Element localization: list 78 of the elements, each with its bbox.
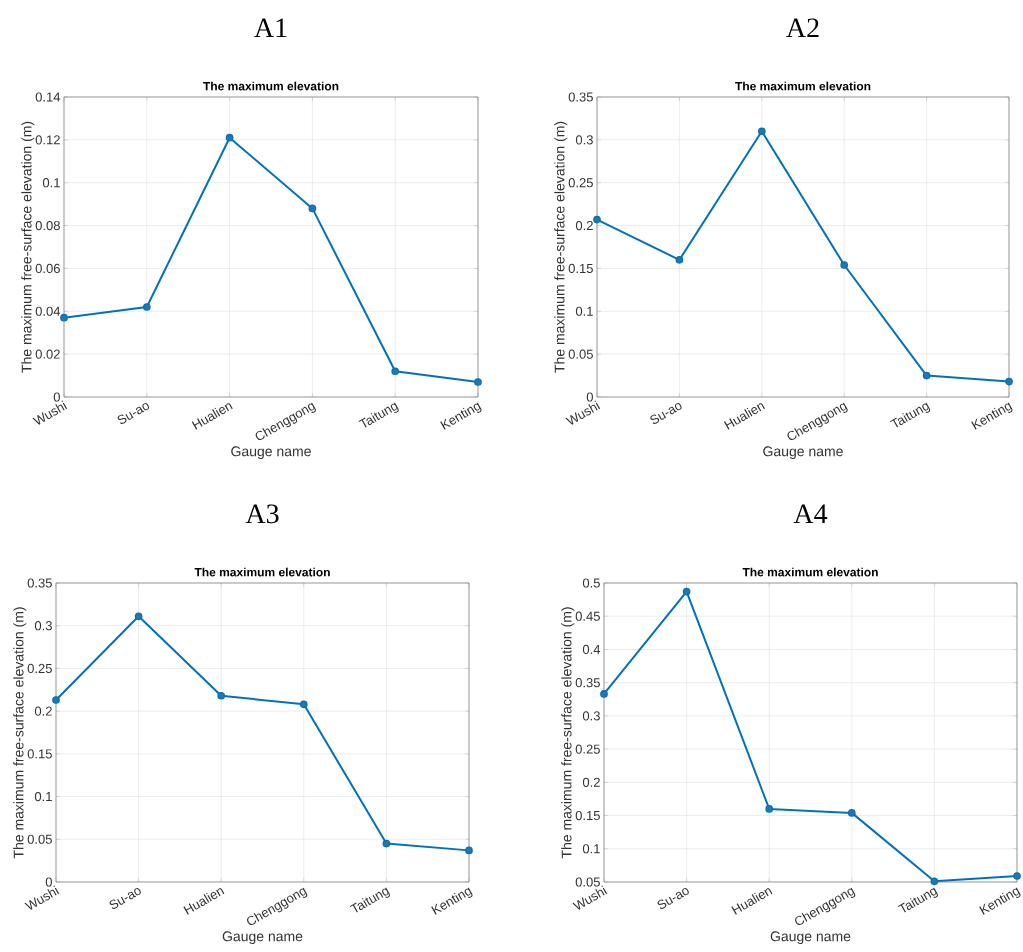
y-tick-label: 0.15 — [575, 810, 600, 821]
point — [930, 877, 939, 886]
y-tick-label: 0 — [586, 392, 593, 402]
point — [1013, 872, 1021, 880]
point — [465, 846, 473, 855]
point — [391, 367, 400, 376]
chart-subtitle: The maximum elevation — [742, 567, 878, 577]
y-tick-label: 0.35 — [27, 578, 52, 588]
y-tick-label: 0 — [45, 877, 52, 887]
y-tick-label: 0.15 — [27, 749, 52, 759]
chart-subtitle: The maximum elevation — [194, 567, 330, 577]
point — [765, 805, 774, 813]
chart-title: A1 — [254, 18, 287, 37]
x-axis-title: Gauge name — [770, 931, 851, 945]
y-tick-label: 0.12 — [35, 135, 60, 145]
point — [225, 133, 234, 142]
y-tick-label: 0.2 — [582, 777, 600, 787]
point — [134, 612, 143, 621]
point — [757, 127, 766, 136]
y-tick-label: 0.05 — [575, 877, 600, 887]
y-tick-label: 0.25 — [27, 663, 52, 674]
y-tick-label: 0.1 — [34, 791, 52, 802]
chart-title: A3 — [245, 504, 279, 524]
x-tick-label: Su-ao — [657, 888, 689, 909]
point — [308, 204, 317, 213]
point — [600, 690, 608, 698]
point — [840, 261, 849, 269]
point — [593, 215, 601, 224]
y-tick-label: 0.45 — [575, 611, 600, 621]
y-tick-label: 0.06 — [35, 263, 60, 274]
y-tick-label: 0.08 — [35, 220, 60, 231]
point — [847, 809, 856, 817]
chart-title: A4 — [793, 504, 828, 523]
y-tick-label: 0.1 — [42, 178, 60, 188]
point — [682, 587, 691, 596]
point — [922, 371, 931, 380]
y-tick-label: 0.25 — [575, 744, 600, 754]
y-tick-label: 0.3 — [34, 621, 52, 631]
point — [52, 696, 60, 704]
y-tick-label: 0.25 — [568, 178, 593, 188]
y-tick-label: 0.1 — [582, 844, 600, 854]
y-axis-title: The maximum free-surface elevation (m) — [561, 607, 575, 859]
y-tick-label: 0.15 — [568, 263, 593, 274]
y-axis-title: The maximum free-surface elevation (m) — [13, 607, 27, 859]
y-tick-label: 0.14 — [35, 92, 61, 102]
x-axis-title: Gauge name — [763, 446, 843, 460]
y-tick-label: 0.3 — [582, 711, 600, 721]
y-tick-label: 0.35 — [575, 678, 600, 688]
y-tick-label: 0 — [53, 392, 60, 402]
y-tick-label: 0.05 — [568, 349, 593, 359]
chart-subtitle: The maximum elevation — [735, 81, 871, 91]
point — [1005, 377, 1013, 386]
x-axis-title: Gauge name — [222, 931, 303, 945]
y-tick-label: 0.04 — [35, 306, 61, 316]
y-tick-label: 0.02 — [35, 349, 60, 359]
point — [382, 839, 391, 848]
x-tick-label: Su-ao — [117, 403, 150, 424]
x-axis-title: Gauge name — [231, 446, 311, 460]
point — [217, 691, 226, 700]
y-tick-label: 0.1 — [575, 306, 593, 316]
y-tick-label: 0.2 — [34, 706, 52, 716]
point — [299, 700, 308, 709]
y-tick-label: 0.35 — [568, 92, 593, 102]
chart-subtitle: The maximum elevation — [203, 81, 339, 91]
y-axis-title: The maximum free-surface elevation (m) — [554, 121, 568, 373]
chart-title: A2 — [786, 18, 819, 37]
y-tick-label: 0.2 — [575, 220, 593, 231]
point — [60, 313, 68, 322]
point — [142, 303, 151, 311]
y-tick-label: 0.3 — [575, 135, 593, 145]
point — [474, 378, 482, 386]
x-tick-label: Su-ao — [650, 403, 682, 424]
y-axis-title: The maximum free-surface elevation (m) — [21, 121, 35, 373]
x-tick-label: Su-ao — [109, 888, 141, 909]
point — [675, 255, 684, 264]
y-tick-label: 0.4 — [582, 644, 601, 655]
y-tick-label: 0.5 — [582, 578, 600, 588]
y-tick-label: 0.05 — [27, 834, 52, 844]
